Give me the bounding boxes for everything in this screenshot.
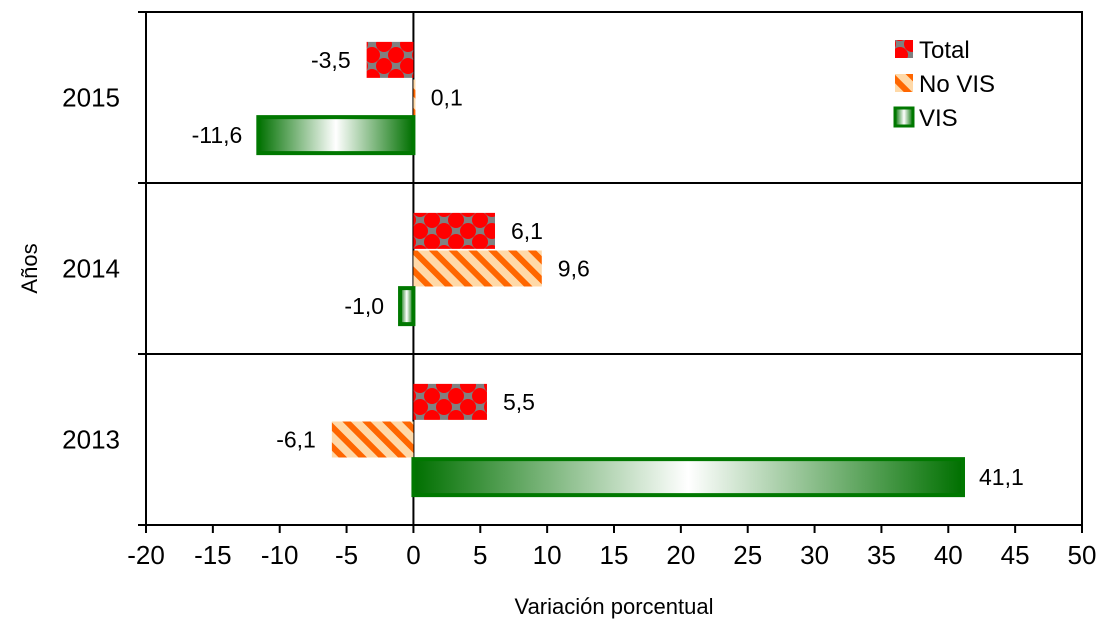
legend-label-vis: VIS xyxy=(919,105,958,132)
legend-swatch-total xyxy=(895,40,913,58)
x-tick-label: 5 xyxy=(473,540,487,570)
x-axis-title: Variación porcentual xyxy=(515,594,714,619)
data-label-vis-2015: -11,6 xyxy=(192,122,243,148)
category-label-2015: 2015 xyxy=(62,83,120,113)
legend-swatch-no-vis xyxy=(895,74,913,92)
x-tick-label: 40 xyxy=(934,540,963,570)
x-tick-label: -10 xyxy=(261,540,299,570)
bar-vis-2014 xyxy=(398,286,416,327)
x-tick-label: 15 xyxy=(600,540,629,570)
x-tick-label: -15 xyxy=(194,540,232,570)
x-tick-label: 50 xyxy=(1068,540,1097,570)
bar-vis-2013 xyxy=(411,457,965,498)
legend-label-total: Total xyxy=(919,37,970,64)
x-tick-label: 0 xyxy=(406,540,420,570)
category-label-2014: 2014 xyxy=(62,254,120,284)
category-label-2013: 2013 xyxy=(62,425,120,455)
data-label-vis-2014: -1,0 xyxy=(344,293,384,319)
bar-total-2013 xyxy=(413,383,487,420)
data-label-total-2014: 6,1 xyxy=(511,218,543,244)
bar-no-vis-2015 xyxy=(413,79,416,116)
legend-swatch-vis xyxy=(893,106,915,128)
data-label-vis-2013: 41,1 xyxy=(979,464,1024,490)
data-label-no-vis-2013: -6,1 xyxy=(276,427,316,453)
x-tick-label: 10 xyxy=(533,540,562,570)
data-label-total-2015: -3,5 xyxy=(311,47,351,73)
data-label-no-vis-2015: 0,1 xyxy=(431,85,463,111)
bar-vis-2015 xyxy=(256,115,416,156)
legend-label-no-vis: No VIS xyxy=(919,71,995,98)
data-label-total-2013: 5,5 xyxy=(503,389,535,415)
x-tick-label: -5 xyxy=(335,540,358,570)
y-axis-title: Años xyxy=(17,243,42,293)
bar-total-2015 xyxy=(366,41,414,78)
data-label-no-vis-2014: 9,6 xyxy=(558,256,590,282)
x-tick-label: 25 xyxy=(733,540,762,570)
bar-total-2014 xyxy=(413,212,495,249)
x-tick-label: 30 xyxy=(800,540,829,570)
bar-no-vis-2013 xyxy=(331,421,414,458)
bar-no-vis-2014 xyxy=(413,250,542,287)
x-tick-label: 35 xyxy=(867,540,896,570)
x-tick-label: 20 xyxy=(666,540,695,570)
x-tick-label: -20 xyxy=(127,540,165,570)
x-tick-label: 45 xyxy=(1001,540,1030,570)
